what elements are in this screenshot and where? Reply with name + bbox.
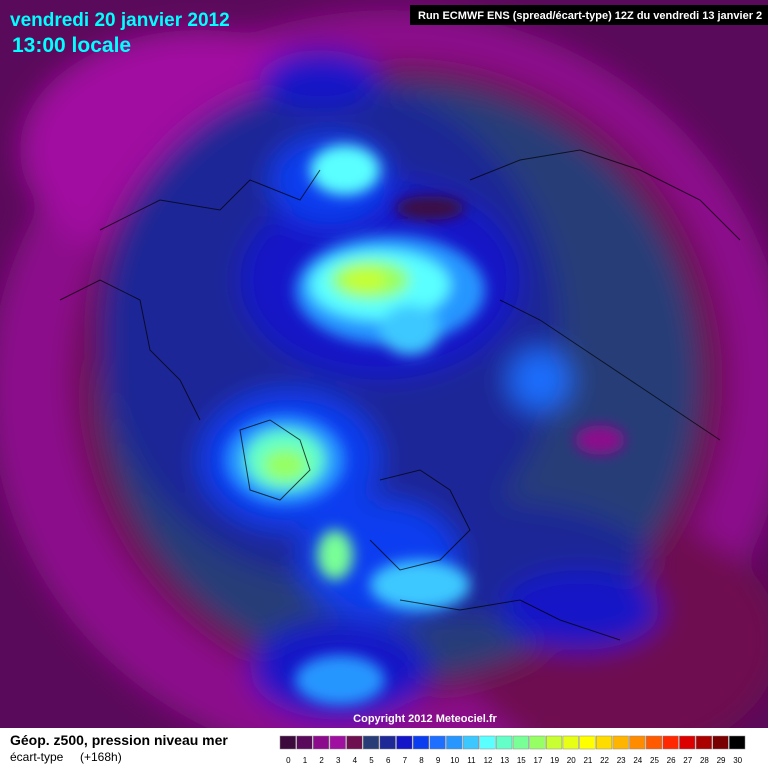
legend-swatch bbox=[729, 735, 746, 750]
legend-label: 17 bbox=[534, 756, 543, 765]
legend-label: 6 bbox=[386, 756, 391, 765]
legend-label: 21 bbox=[583, 756, 592, 765]
legend-swatch bbox=[546, 735, 563, 750]
legend-swatch bbox=[662, 735, 679, 750]
legend-label: 2 bbox=[319, 756, 324, 765]
legend-label: 19 bbox=[550, 756, 559, 765]
legend-swatch bbox=[612, 735, 629, 750]
legend-swatch bbox=[595, 735, 613, 750]
legend-label: 3 bbox=[336, 756, 341, 765]
legend-swatch bbox=[346, 735, 363, 750]
legend-label: 4 bbox=[353, 756, 358, 765]
legend-swatch bbox=[362, 735, 380, 750]
legend-label: 15 bbox=[517, 756, 526, 765]
legend-swatch bbox=[329, 735, 346, 750]
legend-label: 7 bbox=[403, 756, 408, 765]
run-info: Run ECMWF ENS (spread/écart-type) 12Z du… bbox=[418, 10, 762, 22]
legend-label: 20 bbox=[567, 756, 576, 765]
legend-label: 8 bbox=[419, 756, 424, 765]
legend-label: 12 bbox=[484, 756, 493, 765]
legend-label: 23 bbox=[617, 756, 626, 765]
legend-swatch bbox=[296, 735, 313, 750]
legend-swatch bbox=[396, 735, 413, 750]
legend-swatch bbox=[412, 735, 430, 750]
legend-swatch bbox=[279, 735, 296, 750]
legend-swatch bbox=[496, 735, 513, 750]
legend-swatch bbox=[529, 735, 546, 750]
legend-label: 1 bbox=[303, 756, 308, 765]
legend-swatch bbox=[379, 735, 396, 750]
legend-label: 0 bbox=[286, 756, 291, 765]
field-label: Géop. z500, pression niveau mer bbox=[10, 732, 228, 748]
legend-label: 11 bbox=[467, 756, 476, 765]
coastlines bbox=[59, 149, 741, 641]
legend-swatch bbox=[512, 735, 529, 750]
legend-label: 22 bbox=[600, 756, 609, 765]
copyright: Copyright 2012 Meteociel.fr bbox=[353, 713, 497, 725]
measure-label: écart-type bbox=[10, 750, 64, 764]
legend-label: 9 bbox=[436, 756, 441, 765]
lead-label: (+168h) bbox=[80, 750, 122, 764]
legend-label: 27 bbox=[683, 756, 692, 765]
legend-label: 30 bbox=[733, 756, 742, 765]
legend-swatch bbox=[562, 735, 579, 750]
legend-label: 10 bbox=[450, 756, 459, 765]
legend-swatch bbox=[579, 735, 596, 750]
legend-label: 24 bbox=[633, 756, 642, 765]
legend-label: 29 bbox=[717, 756, 726, 765]
date-title: vendredi 20 janvier 2012 bbox=[10, 10, 230, 31]
legend-swatch bbox=[695, 735, 712, 750]
legend-swatch bbox=[446, 735, 463, 750]
legend-swatch bbox=[712, 735, 729, 750]
legend-swatch bbox=[429, 735, 446, 750]
legend-label: 13 bbox=[500, 756, 509, 765]
run-banner bbox=[410, 5, 768, 25]
time-title: 13:00 locale bbox=[12, 34, 131, 57]
legend-swatch bbox=[462, 735, 479, 750]
legend-swatch bbox=[313, 735, 330, 750]
color-legend: 0 1 2 3 4 5 6 7 8 9 10 11 12 13 15 17 19 20 21 22 23 24 25 26 27… bbox=[279, 735, 746, 765]
legend-swatch bbox=[479, 735, 496, 750]
legend-swatch bbox=[629, 735, 646, 750]
legend-swatch bbox=[679, 735, 696, 750]
legend-swatch bbox=[645, 735, 663, 750]
legend-label: 28 bbox=[700, 756, 709, 765]
legend-label: 5 bbox=[369, 756, 374, 765]
legend-label: 26 bbox=[667, 756, 676, 765]
legend-label: 25 bbox=[650, 756, 659, 765]
